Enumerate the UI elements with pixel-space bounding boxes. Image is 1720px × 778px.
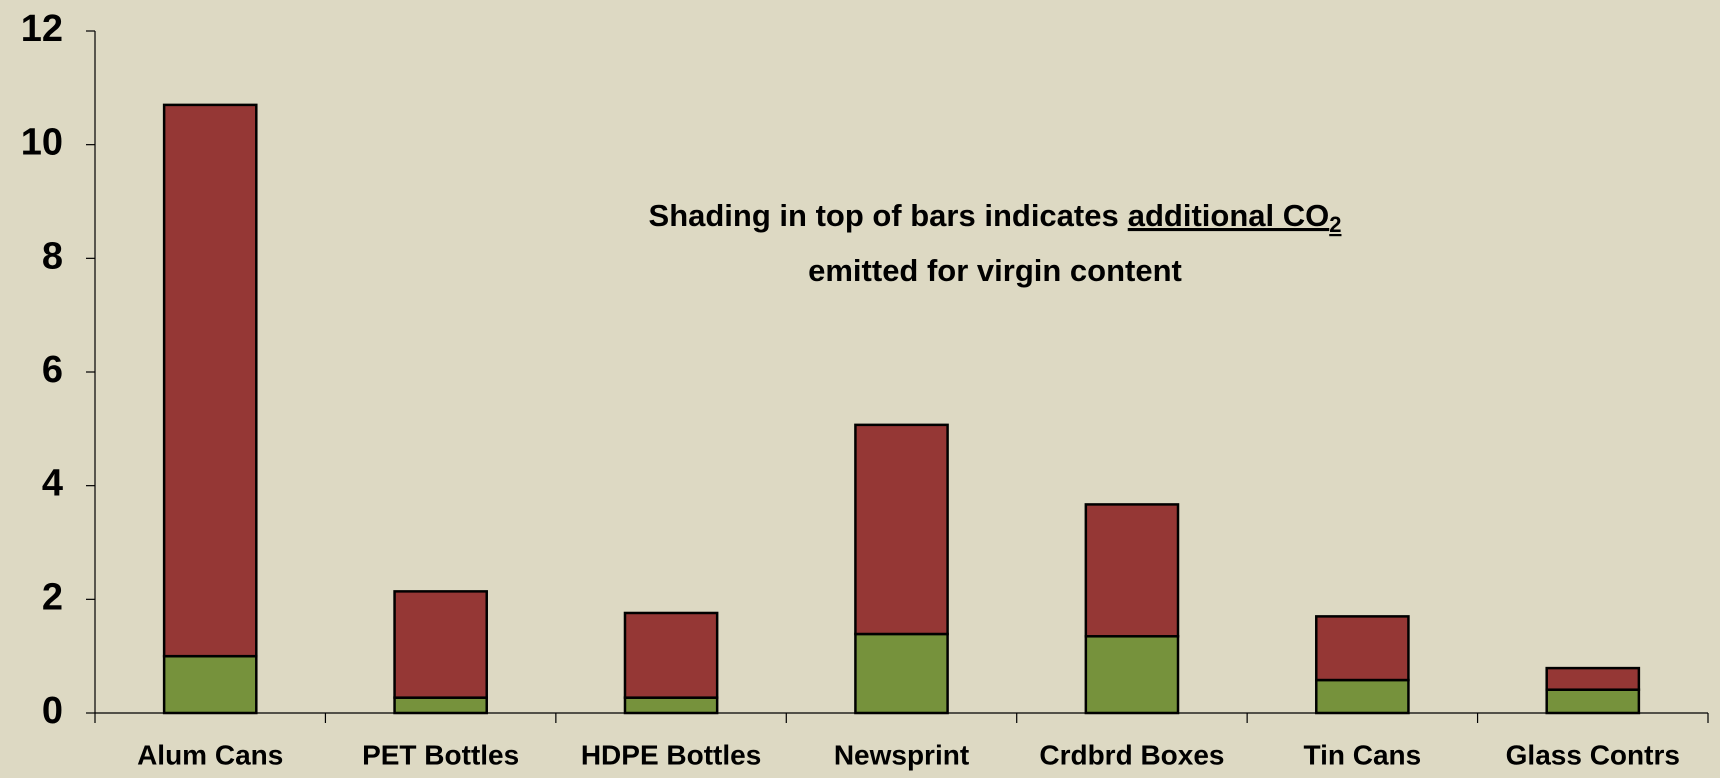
bar-segment [1084, 503, 1180, 638]
bar-segment [623, 611, 719, 699]
bar-segment [1545, 666, 1641, 691]
x-tick-label: Alum Cans [137, 739, 283, 770]
x-tick-label: HDPE Bottles [581, 739, 761, 770]
bar-segment [854, 423, 949, 636]
y-tick-label: 0 [42, 690, 63, 732]
bar-segment [393, 590, 488, 699]
x-tick-label: Crdbrd Boxes [1039, 739, 1224, 770]
bar-segment [1315, 678, 1410, 715]
bar-segment [1315, 615, 1410, 682]
annotation-line2: emitted for virgin content [808, 253, 1182, 288]
y-tick-label: 8 [42, 235, 63, 277]
bar-segment [623, 696, 719, 715]
y-tick-label: 2 [42, 576, 63, 618]
bar-segment [162, 654, 258, 715]
y-tick-label: 12 [21, 8, 63, 50]
x-tick-label: PET Bottles [362, 739, 519, 770]
x-tick-label: Newsprint [834, 739, 969, 770]
annotation-subscript: 2 [1329, 212, 1341, 237]
annotation-text: Shading in top of bars indicates [649, 198, 1119, 233]
bar-segment [854, 632, 949, 715]
bar-segment [393, 696, 488, 715]
y-tick-label: 6 [42, 349, 63, 391]
y-tick-label: 4 [42, 463, 63, 505]
annotation-underlined: additional CO [1128, 198, 1330, 233]
x-tick-label: Glass Contrs [1506, 739, 1680, 770]
annotation: Shading in top of bars indicates addition… [649, 198, 1342, 237]
bar-segment [1545, 688, 1641, 715]
y-tick-label: 10 [21, 122, 63, 164]
bar-segment [162, 103, 258, 658]
x-tick-label: Tin Cans [1303, 739, 1421, 770]
bar-segment [1084, 635, 1180, 715]
